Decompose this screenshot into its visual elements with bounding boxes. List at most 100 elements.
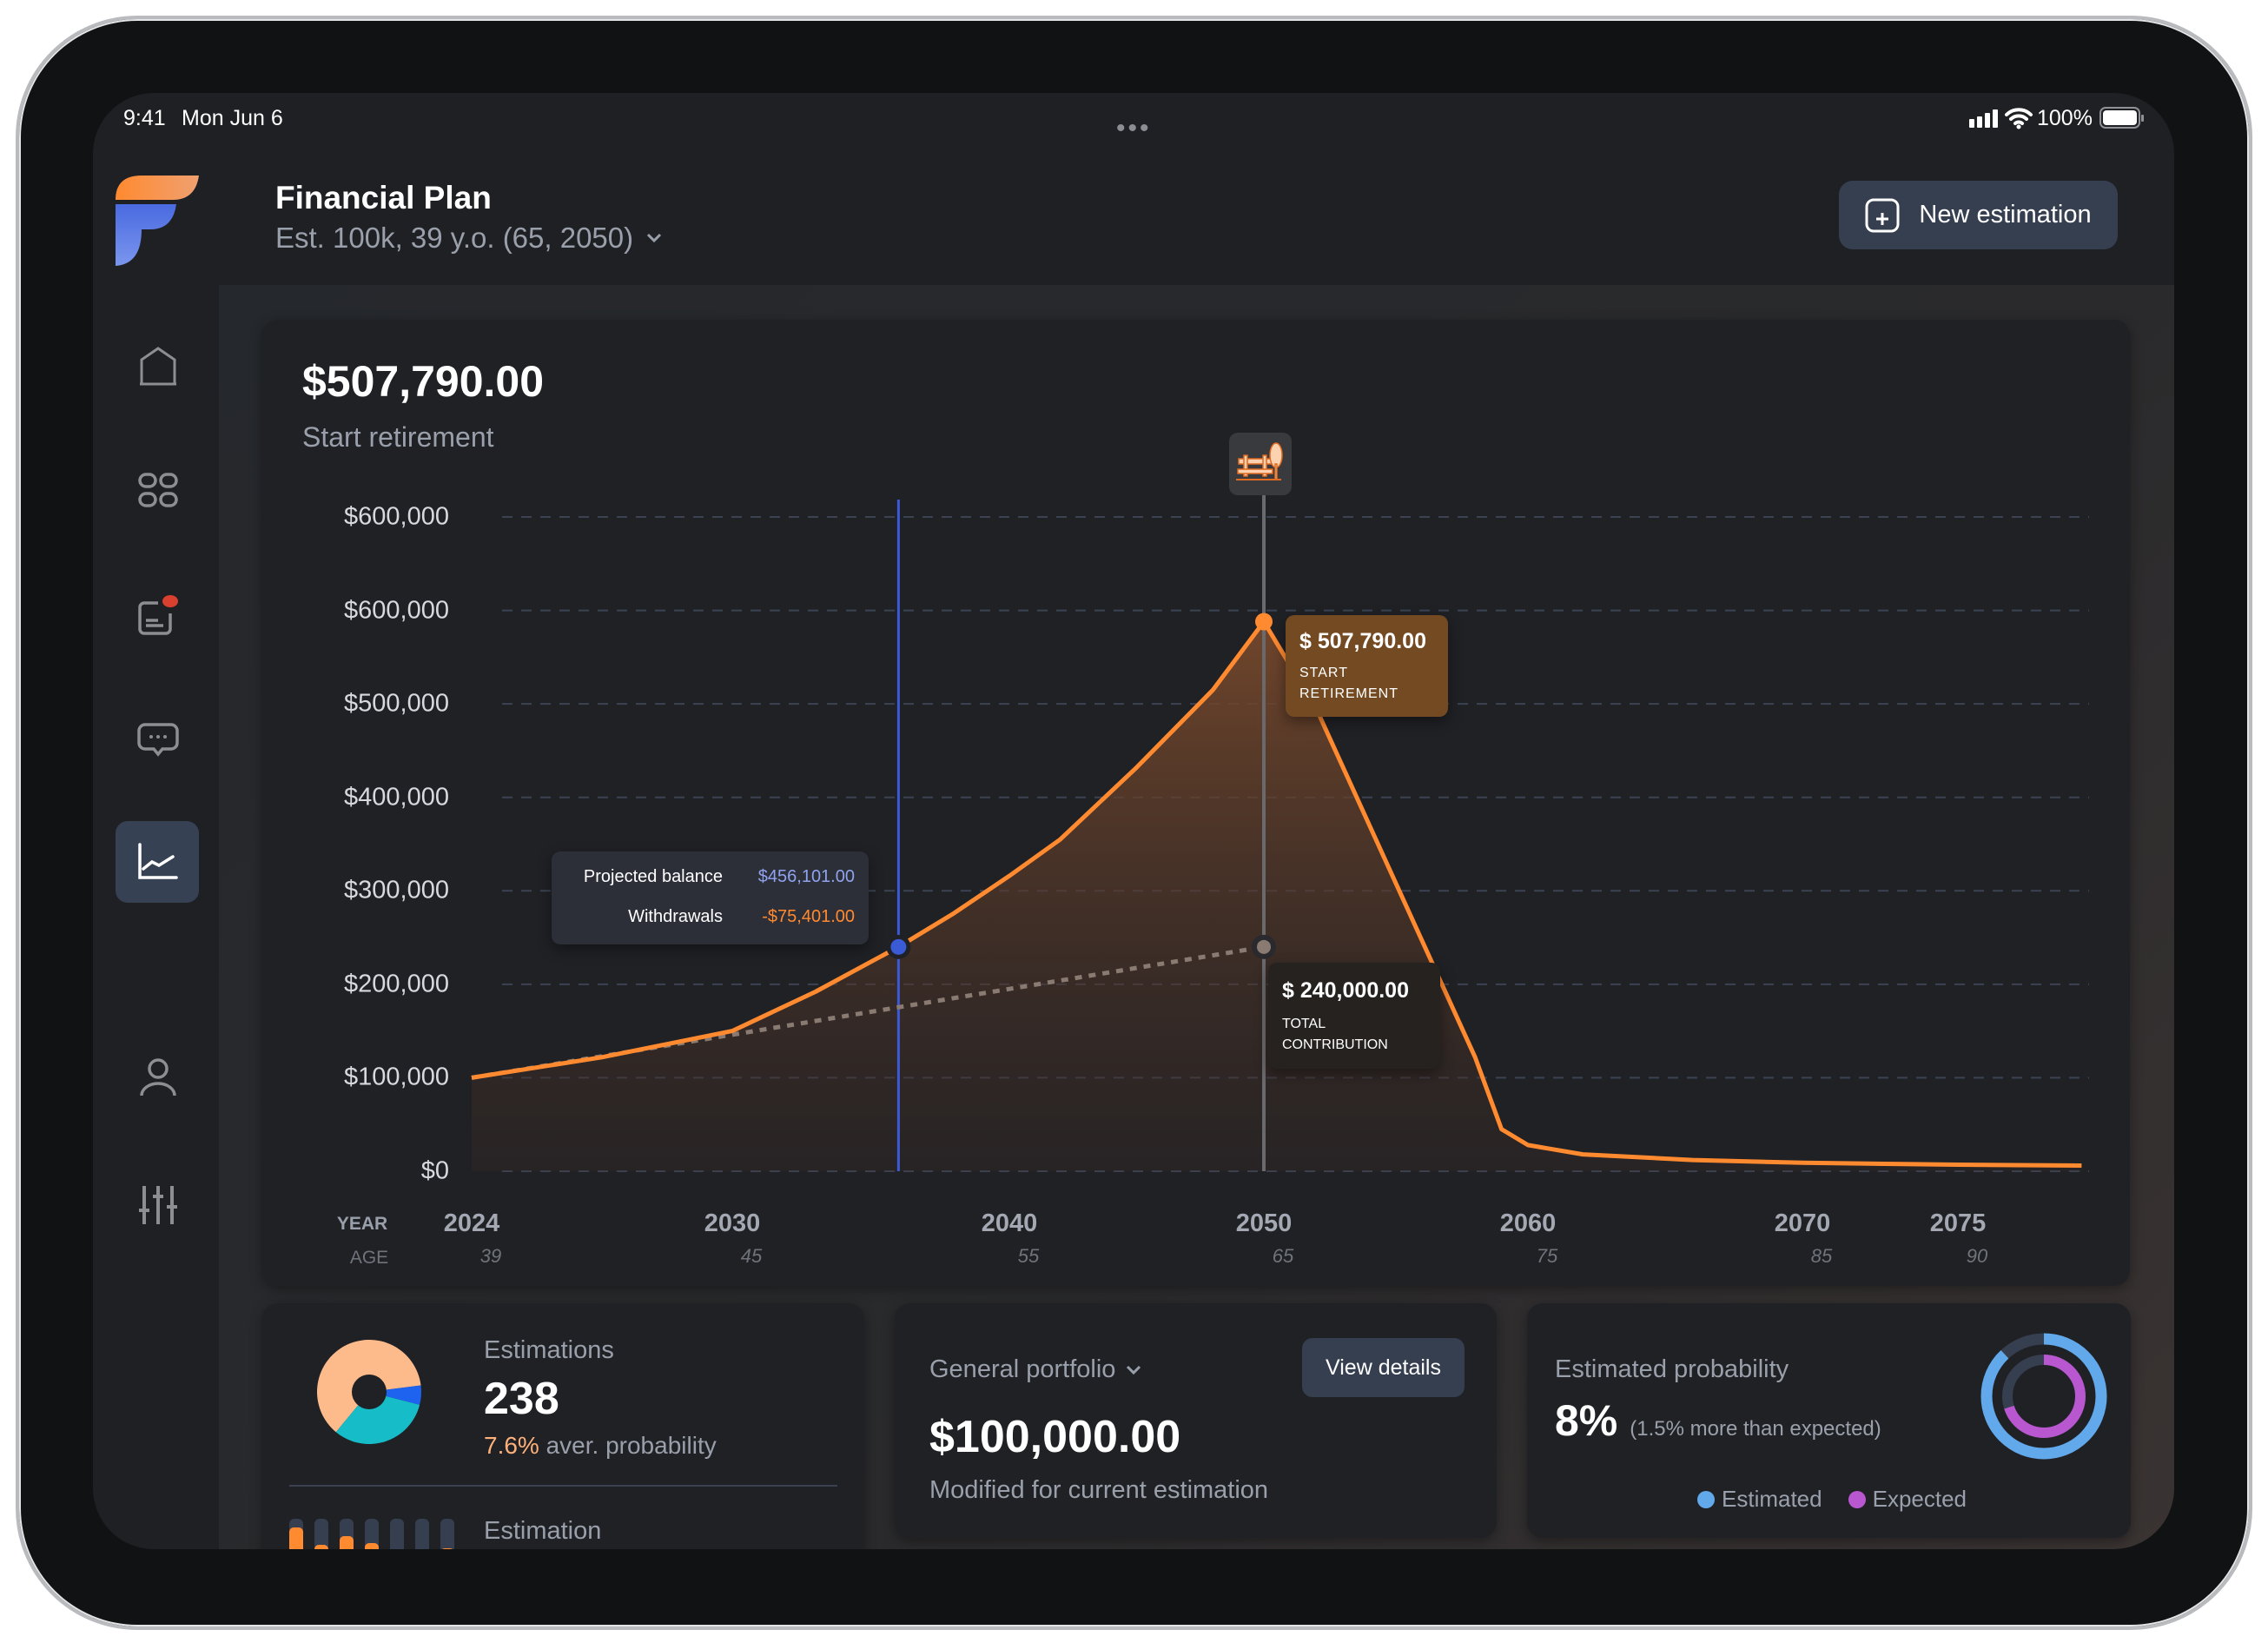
portfolio-note: Modified for current estimation bbox=[929, 1476, 1269, 1504]
x-tick-year: 2050 bbox=[1235, 1209, 1293, 1237]
probability-label: Estimated probability bbox=[1555, 1355, 1789, 1383]
estimations-pie-chart bbox=[317, 1340, 421, 1444]
x-tick-year: 2040 bbox=[981, 1209, 1038, 1237]
chat-icon bbox=[137, 723, 179, 757]
estimation-bar bbox=[365, 1519, 379, 1549]
sidebar-item-financial-plan[interactable] bbox=[116, 821, 199, 903]
projected-tooltip: Projected balance $456,101.00 Withdrawal… bbox=[552, 851, 869, 944]
home-icon bbox=[140, 347, 176, 386]
signal-icon bbox=[1969, 109, 1998, 128]
x-tick-age: 90 bbox=[1966, 1245, 1988, 1267]
portfolio-selector[interactable]: General portfolio bbox=[929, 1355, 1141, 1384]
contribution-dot[interactable] bbox=[1257, 939, 1271, 954]
x-tick-year: 2075 bbox=[1929, 1209, 1987, 1237]
x-tick-age: 65 bbox=[1272, 1245, 1294, 1267]
sidebar-item-profile[interactable] bbox=[130, 1050, 186, 1105]
app-logo bbox=[116, 176, 199, 266]
sidebar-item-messages[interactable] bbox=[130, 714, 186, 770]
y-tick-label: $0 bbox=[420, 1156, 449, 1185]
probability-ring-chart bbox=[1980, 1333, 2107, 1460]
estimation-bar-fill bbox=[365, 1543, 379, 1549]
estimations-count: 238 bbox=[484, 1374, 559, 1424]
average-probability-value: 7.6% bbox=[484, 1432, 539, 1459]
probability-value: 8% bbox=[1555, 1396, 1618, 1445]
estimation-bar-fill bbox=[314, 1545, 328, 1549]
estimations-card: Estimations 238 7.6% aver. probability E… bbox=[262, 1303, 864, 1549]
wifi-icon bbox=[2005, 108, 2033, 129]
withdrawals-value: -$75,401.00 bbox=[762, 907, 855, 926]
legend-dot-icon bbox=[1848, 1490, 1866, 1508]
ring-estimated bbox=[1980, 1333, 2107, 1460]
portfolio-amount: $100,000.00 bbox=[929, 1412, 1181, 1462]
peak-dot[interactable] bbox=[1255, 613, 1273, 631]
estimation-bar bbox=[440, 1519, 454, 1549]
status-time: 9:41 bbox=[123, 106, 166, 130]
contribution-label-line1: TOTAL bbox=[1282, 1017, 1326, 1031]
year-row-label: YEAR bbox=[336, 1214, 388, 1234]
new-estimation-button[interactable]: New estimation bbox=[1839, 181, 2118, 249]
x-tick-year: 2060 bbox=[1499, 1209, 1557, 1237]
estimation-bar-fill bbox=[440, 1548, 454, 1549]
sidebar-item-notes[interactable] bbox=[130, 589, 186, 645]
contribution-tooltip: $ 240,000.00 TOTAL CONTRIBUTION bbox=[1268, 963, 1440, 1069]
page-title: Financial Plan bbox=[275, 180, 492, 215]
y-tick-label: $500,000 bbox=[344, 689, 449, 718]
legend-dot-icon bbox=[1697, 1490, 1715, 1508]
sidebar bbox=[93, 285, 219, 1549]
estimation-selector[interactable]: Est. 100k, 39 y.o. (65, 2050) bbox=[275, 222, 663, 255]
legend-item: Expected bbox=[1848, 1486, 1967, 1513]
cursor-dot[interactable] bbox=[890, 938, 907, 955]
retirement-marker[interactable] bbox=[1229, 433, 1292, 495]
portfolio-label: General portfolio bbox=[929, 1355, 1116, 1383]
sidebar-item-dashboard[interactable] bbox=[130, 463, 186, 519]
estimation-bar bbox=[289, 1519, 303, 1549]
y-axis: $600,000 $600,000 $500,000 $400,000 $300,000… bbox=[267, 93, 449, 1309]
y-tick-label: $200,000 bbox=[344, 970, 449, 998]
x-tick-age: 39 bbox=[479, 1245, 502, 1267]
status-date: Mon Jun 6 bbox=[182, 106, 283, 130]
y-tick-label: $100,000 bbox=[344, 1063, 449, 1091]
x-tick-age: 85 bbox=[1810, 1245, 1833, 1267]
estimation-bar-fill bbox=[340, 1536, 354, 1549]
estimation-bar bbox=[340, 1519, 354, 1549]
x-tick-year: 2024 bbox=[443, 1209, 500, 1237]
divider bbox=[289, 1485, 837, 1487]
sidebar-item-home[interactable] bbox=[130, 339, 186, 394]
chevron-down-icon bbox=[647, 233, 662, 243]
multitask-dots-icon[interactable]: ••• bbox=[1116, 114, 1152, 142]
chart-line-icon bbox=[138, 843, 178, 879]
sidebar-item-settings[interactable] bbox=[130, 1177, 186, 1233]
battery-icon bbox=[2099, 107, 2144, 129]
x-tick-year: 2030 bbox=[704, 1209, 761, 1237]
screen: 9:41 Mon Jun 6 ••• 100% Financial Plan E… bbox=[93, 93, 2174, 1549]
estimation-subtitle: Est. 100k, 39 y.o. (65, 2050) bbox=[275, 222, 634, 254]
estimation-bar bbox=[390, 1519, 404, 1549]
plus-square-icon bbox=[1865, 198, 1900, 232]
age-row-label: AGE bbox=[349, 1248, 389, 1268]
portfolio-card: General portfolio View details $100,000.… bbox=[895, 1303, 1497, 1538]
retirement-tooltip: $ 507,790.00 START RETIREMENT bbox=[1286, 615, 1448, 717]
contribution-value: $ 240,000.00 bbox=[1282, 978, 1409, 1003]
x-tick-age: 45 bbox=[740, 1245, 763, 1267]
note-icon bbox=[138, 595, 178, 635]
notification-badge bbox=[162, 595, 178, 607]
pie-slice bbox=[369, 1385, 421, 1405]
x-tick-age: 75 bbox=[1536, 1245, 1558, 1267]
x-tick-age: 55 bbox=[1017, 1245, 1040, 1267]
withdrawals-label: Withdrawals bbox=[628, 907, 723, 926]
view-details-button[interactable]: View details bbox=[1302, 1338, 1465, 1397]
average-probability-label: aver. probability bbox=[546, 1432, 717, 1459]
balance-area bbox=[472, 621, 2082, 1171]
probability-legend: Estimated Expected bbox=[1697, 1486, 1967, 1513]
estimation-sub-label: Estimation bbox=[484, 1517, 602, 1545]
sliders-icon bbox=[139, 1186, 177, 1224]
contribution-label-line2: CONTRIBUTION bbox=[1282, 1037, 1388, 1052]
chevron-down-icon bbox=[1127, 1365, 1141, 1375]
bench-icon bbox=[1236, 442, 1283, 480]
probability-card: Estimated probability 8% (1.5% more than … bbox=[1527, 1303, 2131, 1538]
user-icon bbox=[140, 1058, 176, 1096]
new-estimation-label: New estimation bbox=[1919, 201, 2092, 229]
balance-chart[interactable] bbox=[93, 93, 2174, 1309]
pie-hole bbox=[352, 1375, 387, 1409]
pie-slice bbox=[335, 1392, 420, 1444]
